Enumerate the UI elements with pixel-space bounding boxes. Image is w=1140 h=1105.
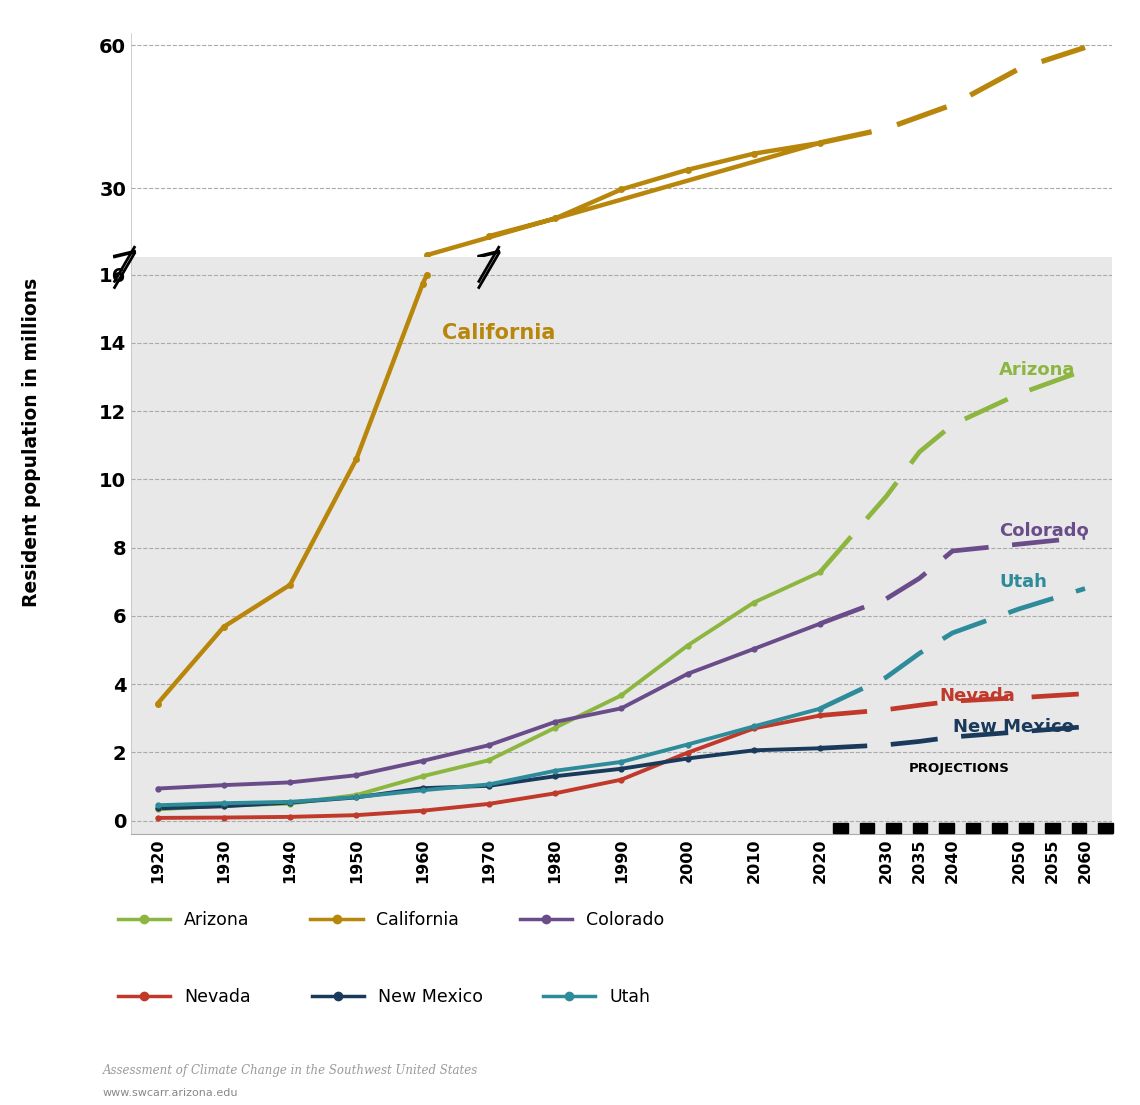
Text: New Mexico: New Mexico bbox=[953, 718, 1074, 736]
Bar bbox=[1072, 823, 1086, 832]
Bar bbox=[939, 823, 954, 832]
Bar bbox=[913, 823, 927, 832]
Text: California: California bbox=[442, 323, 556, 343]
Bar bbox=[1098, 823, 1113, 832]
Bar bbox=[833, 823, 848, 832]
Legend: Arizona, California, Colorado: Arizona, California, Colorado bbox=[112, 904, 671, 936]
Text: Nevada: Nevada bbox=[939, 687, 1015, 705]
Text: Resident population in millions: Resident population in millions bbox=[23, 277, 41, 607]
Text: Colorado: Colorado bbox=[999, 522, 1089, 539]
Text: www.swcarr.arizona.edu: www.swcarr.arizona.edu bbox=[103, 1088, 238, 1098]
Bar bbox=[992, 823, 1007, 832]
Legend: Nevada, New Mexico, Utah: Nevada, New Mexico, Utah bbox=[112, 981, 658, 1013]
Bar bbox=[966, 823, 980, 832]
Text: Assessment of Climate Change in the Southwest United States: Assessment of Climate Change in the Sout… bbox=[103, 1064, 478, 1077]
Bar bbox=[886, 823, 901, 832]
Text: PROJECTIONS: PROJECTIONS bbox=[909, 761, 1010, 775]
Bar bbox=[860, 823, 874, 832]
Bar bbox=[1045, 823, 1060, 832]
Bar bbox=[1019, 823, 1033, 832]
Text: Arizona: Arizona bbox=[999, 361, 1075, 379]
Text: Utah: Utah bbox=[999, 572, 1047, 591]
